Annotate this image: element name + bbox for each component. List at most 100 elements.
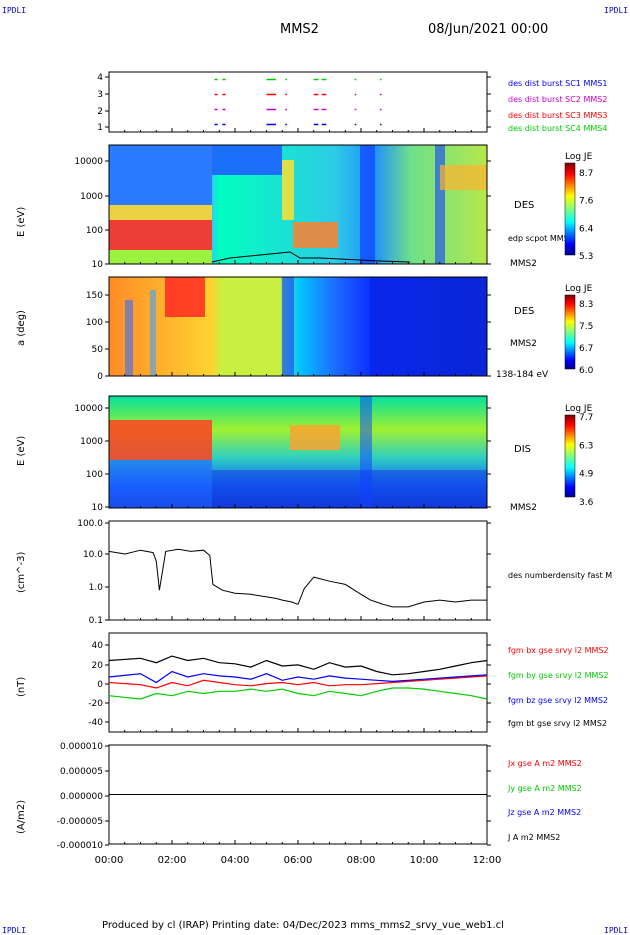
corner-label-bottom-left: IPDLI bbox=[2, 926, 27, 935]
p4-ytick-label: 1000 bbox=[80, 437, 103, 447]
p2-ytick-label: 10000 bbox=[74, 157, 103, 167]
spacecraft-title: MMS2 bbox=[280, 22, 319, 37]
p3-ytick-label: 150 bbox=[86, 291, 103, 301]
p5-ytick-label: 1.0 bbox=[89, 583, 104, 593]
p2-ytick-label: 1000 bbox=[80, 192, 103, 202]
x-tick-label: 06:00 bbox=[284, 855, 313, 866]
p4-dis-label: DIS bbox=[514, 444, 531, 455]
panel-burst: 4 3 2 1 bbox=[97, 71, 491, 133]
p4-mms2-label: MMS2 bbox=[510, 503, 537, 513]
p2-mms2-label: MMS2 bbox=[510, 259, 537, 269]
p5-ytick-label: 0.1 bbox=[89, 616, 103, 626]
panel-density: 100.0 10.0 1.0 0.1 bbox=[77, 519, 491, 626]
x-tick-label: 12:00 bbox=[473, 855, 502, 866]
p2-ytick-label: 10 bbox=[92, 260, 104, 270]
p7-legend-j: J A m2 MMS2 bbox=[508, 833, 561, 842]
p2-cb-tick: 7.6 bbox=[579, 197, 594, 207]
p3-mms2-label: MMS2 bbox=[510, 339, 537, 349]
p2-ytick-label: 100 bbox=[86, 226, 103, 236]
p3-cb-tick: 8.3 bbox=[579, 300, 593, 310]
p3-cb-tick: 6.7 bbox=[579, 344, 593, 354]
p4-cb-title: Log JE bbox=[565, 404, 593, 414]
by-line bbox=[108, 687, 488, 700]
p2-cb-tick: 6.4 bbox=[579, 224, 594, 234]
p6-legend-by: fgm by gse srvy l2 MMS2 bbox=[508, 671, 609, 680]
p7-ytick-label: 0.000005 bbox=[60, 767, 103, 777]
des-e-highE-region bbox=[109, 145, 212, 205]
panel-des-pitch: 150 100 50 0 Log JE 8.3 7.5 6.7 6.0 bbox=[86, 276, 594, 382]
p3-ytick-label: 50 bbox=[92, 345, 104, 355]
panel-dis-energy: 10000 1000 100 10 Log JE 7.7 6.3 4.9 3.6 bbox=[74, 395, 594, 513]
p4-cb-tick: 3.6 bbox=[579, 498, 594, 508]
p3-ytick-label: 100 bbox=[86, 318, 103, 328]
p2-cb-title: Log JE bbox=[565, 152, 593, 162]
p6-ytick-label: 0 bbox=[97, 680, 103, 690]
p2-colorbar bbox=[564, 162, 576, 256]
panel-bfield: 40 20 0 -20 -40 bbox=[88, 632, 491, 733]
panel-current: 0.000010 0.000005 0.000000 -0.000005 -0.0000… bbox=[57, 742, 491, 851]
p3-energy-label: 138-184 eV bbox=[496, 370, 549, 380]
p1-legend-mms1: des dist burst SC1 MMS1 bbox=[508, 79, 608, 88]
x-tick-label: 00:00 bbox=[95, 855, 124, 866]
p6-ytick-label: 20 bbox=[92, 661, 104, 671]
p3-cb-tick: 6.0 bbox=[579, 366, 594, 376]
p2-cb-tick: 8.7 bbox=[579, 169, 593, 179]
corner-label-top-right: IPDLI bbox=[604, 6, 629, 15]
p3-colorbar bbox=[564, 294, 576, 370]
p6-ytick-label: -20 bbox=[88, 699, 103, 709]
p7-legend-jx: Jx gse A m2 MMS2 bbox=[508, 759, 582, 768]
p4-ytick-label: 10000 bbox=[74, 404, 103, 414]
p6-legend-bx: fgm bx gse srvy l2 MMS2 bbox=[508, 646, 609, 655]
datetime-title: 08/Jun/2021 00:00 bbox=[428, 22, 549, 37]
p3-des-label: DES bbox=[514, 306, 535, 317]
p4-ytick-label: 100 bbox=[86, 470, 103, 480]
p6-ytick-label: -40 bbox=[88, 718, 103, 728]
bz-line bbox=[108, 670, 488, 684]
p6-legend-bz: fgm bz gse srvy l2 MMS2 bbox=[508, 696, 609, 705]
bx-line bbox=[108, 675, 488, 689]
bt-line bbox=[108, 655, 488, 676]
x-tick-label: 10:00 bbox=[410, 855, 439, 866]
p1-ytick-label: 4 bbox=[97, 73, 103, 83]
p7-legend-jy: Jy gse A m2 MMS2 bbox=[508, 784, 582, 793]
p1-legend-mms2: des dist burst SC2 MMS2 bbox=[508, 95, 608, 104]
p2-scpot-label: edp scpot MMS2 bbox=[508, 234, 574, 243]
p3-ytick-label: 0 bbox=[97, 372, 103, 382]
p1-legend-mms3: des dist burst SC3 MMS3 bbox=[508, 111, 608, 120]
p4-colorbar bbox=[564, 414, 576, 498]
p1-ytick-label: 1 bbox=[97, 123, 103, 133]
corner-label-top-left: IPDLI bbox=[2, 6, 27, 15]
scpot-line bbox=[211, 251, 411, 263]
p4-cb-tick: 4.9 bbox=[579, 470, 594, 480]
p4-cb-tick: 7.7 bbox=[579, 413, 593, 423]
p3-cb-title: Log JE bbox=[565, 284, 593, 294]
p5-ytick-label: 10.0 bbox=[83, 550, 103, 560]
x-tick-label: 04:00 bbox=[221, 855, 250, 866]
p7-ytick-label: 0.000010 bbox=[60, 742, 103, 752]
x-tick-label: 08:00 bbox=[347, 855, 376, 866]
p1-ytick-label: 3 bbox=[97, 90, 103, 100]
p3-cb-tick: 7.5 bbox=[579, 322, 593, 332]
p5-ytick-label: 100.0 bbox=[77, 519, 103, 529]
density-line bbox=[108, 548, 487, 608]
dis-hot-band bbox=[109, 420, 212, 460]
panel-des-energy: 10000 1000 100 10 Log JE 8.7 7.6 6.4 5.3 bbox=[74, 144, 594, 270]
p7-ytick-label: 0.000000 bbox=[60, 792, 103, 802]
des-e-hot-band bbox=[109, 220, 212, 250]
p6-legend-bt: fgm bt gse srvy l2 MMS2 bbox=[508, 719, 607, 728]
p1-legend-mms4: des dist burst SC4 MMS4 bbox=[508, 124, 608, 133]
p4-cb-tick: 6.3 bbox=[579, 441, 593, 451]
p5-legend: des numberdensity fast M bbox=[508, 571, 613, 580]
p4-ytick-label: 10 bbox=[92, 503, 104, 513]
footer-text: Produced by cl (IRAP) Printing date: 04/… bbox=[102, 920, 504, 931]
corner-label-bottom-right: IPDLI bbox=[604, 926, 629, 935]
p1-ytick-label: 2 bbox=[97, 107, 103, 117]
p2-cb-tick: 5.3 bbox=[579, 252, 593, 262]
p6-ytick-label: 40 bbox=[92, 641, 104, 651]
p7-legend-jz: Jz gse A m2 MMS2 bbox=[508, 808, 582, 817]
x-tick-label: 02:00 bbox=[158, 855, 187, 866]
p2-des-label: DES bbox=[514, 200, 535, 211]
p7-ytick-label: -0.000005 bbox=[57, 817, 103, 827]
p7-ytick-label: -0.000010 bbox=[57, 841, 103, 851]
